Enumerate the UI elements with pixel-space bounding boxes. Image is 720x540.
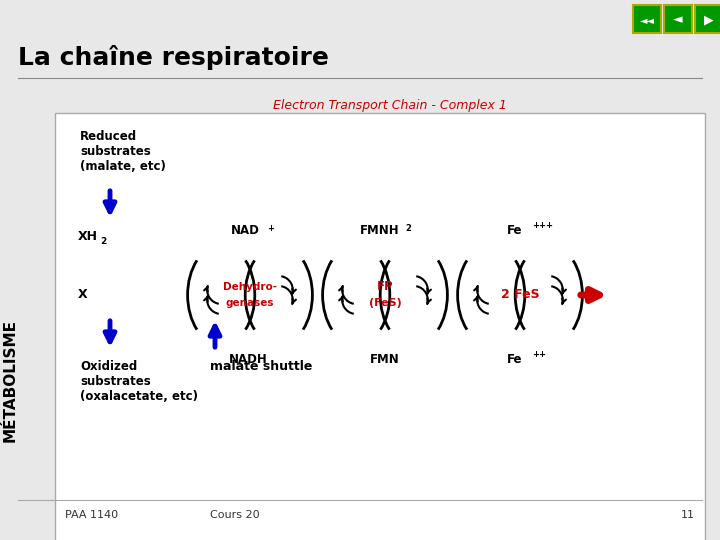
Text: 2 FeS: 2 FeS — [500, 288, 539, 301]
Text: 2: 2 — [100, 237, 107, 246]
Text: Oxidized: Oxidized — [80, 360, 138, 373]
Text: X: X — [78, 288, 88, 301]
Bar — [633, 5, 661, 33]
Text: +: + — [267, 224, 274, 233]
Text: MÉTABOLISME: MÉTABOLISME — [2, 319, 17, 442]
Bar — [664, 5, 692, 33]
Text: substrates: substrates — [80, 375, 150, 388]
Text: FMNH: FMNH — [360, 224, 400, 237]
Text: (FeS): (FeS) — [369, 298, 401, 308]
Text: Electron Transport Chain - Complex 1: Electron Transport Chain - Complex 1 — [273, 98, 507, 111]
Text: XH: XH — [78, 231, 98, 244]
Text: malate shuttle: malate shuttle — [210, 360, 312, 373]
Text: +++: +++ — [532, 221, 553, 230]
Text: FP: FP — [377, 280, 393, 294]
Text: Reduced: Reduced — [80, 130, 137, 143]
Text: ▶: ▶ — [704, 14, 714, 26]
Text: Dehydro-: Dehydro- — [223, 282, 277, 292]
Text: PAA 1140: PAA 1140 — [65, 510, 118, 520]
Bar — [55, 113, 705, 540]
Text: ◄◄: ◄◄ — [639, 15, 654, 25]
Text: Cours 20: Cours 20 — [210, 510, 260, 520]
Text: NAD: NAD — [230, 224, 259, 237]
Text: substrates: substrates — [80, 145, 150, 158]
Text: (oxalacetate, etc): (oxalacetate, etc) — [80, 390, 198, 403]
Text: 2: 2 — [405, 224, 411, 233]
Text: Fe: Fe — [508, 224, 523, 237]
Text: Fe: Fe — [508, 353, 523, 366]
Text: genases: genases — [226, 298, 274, 308]
Text: La chaîne respiratoire: La chaîne respiratoire — [18, 45, 329, 71]
Text: ◄: ◄ — [673, 14, 683, 26]
Text: NADH: NADH — [229, 353, 267, 366]
Text: ++: ++ — [532, 350, 546, 359]
Text: 11: 11 — [681, 510, 695, 520]
Text: FMN: FMN — [370, 353, 400, 366]
Bar — [695, 5, 720, 33]
Text: (malate, etc): (malate, etc) — [80, 160, 166, 173]
